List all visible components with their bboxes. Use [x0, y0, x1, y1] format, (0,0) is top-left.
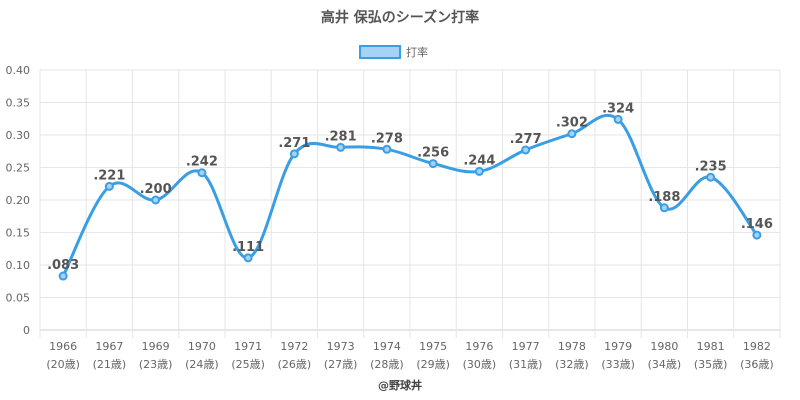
data-point[interactable] [474, 166, 484, 176]
x-tick-age-label: (24歳) [185, 358, 219, 371]
x-tick-label: 1966 [49, 340, 77, 353]
credit-text: @野球丼 [378, 378, 422, 392]
x-tick-label: 1978 [558, 340, 586, 353]
x-tick-label: 1976 [465, 340, 493, 353]
data-point[interactable] [613, 114, 623, 124]
data-label: .302 [556, 116, 588, 131]
data-label: .221 [93, 168, 125, 183]
x-axis: 1966 (20歳) 1967 (21歳) 1969 (23歳) 1970 (24歳) 1971… [46, 340, 773, 371]
x-tick-age-label: (30歳) [463, 358, 497, 371]
y-tick-label: 0.10 [6, 259, 31, 272]
data-point[interactable] [428, 159, 438, 169]
x-tick-label: 1977 [512, 340, 540, 353]
x-tick-age-label: (34歳) [648, 358, 682, 371]
legend-label: 打率 [406, 45, 428, 59]
data-labels: .083 .221 .200 .242 .111 .271 .281 .278 .256 .244… [47, 101, 773, 273]
data-label: .281 [325, 129, 357, 144]
data-label: .111 [232, 240, 264, 255]
data-point[interactable] [243, 253, 253, 263]
x-tick-age-label: (36歳) [740, 358, 774, 371]
data-label: .235 [695, 159, 727, 174]
y-tick-label: 0.15 [6, 227, 31, 240]
y-tick-label: 0.25 [6, 162, 31, 175]
data-points [58, 114, 762, 281]
x-tick-age-label: (32歳) [555, 358, 589, 371]
x-tick-label: 1972 [280, 340, 308, 353]
data-label: .146 [741, 217, 773, 232]
series-line-batting-average [61, 113, 759, 277]
x-tick-age-label: (20歳) [46, 358, 80, 371]
x-tick-label: 1971 [234, 340, 262, 353]
legend-swatch [359, 45, 401, 59]
data-point[interactable] [58, 271, 68, 281]
x-tick-age-label: (33歳) [601, 358, 635, 371]
x-tick-label: 1970 [188, 340, 216, 353]
data-label: .271 [278, 136, 310, 151]
x-tick-age-label: (23歳) [139, 358, 173, 371]
data-label: .188 [648, 190, 680, 205]
y-tick-label: 0.40 [6, 64, 31, 77]
y-tick-label: 0.30 [6, 129, 31, 142]
data-point[interactable] [289, 149, 299, 159]
x-tick-label: 1973 [327, 340, 355, 353]
data-label: .242 [186, 155, 218, 170]
chart-title: 高井 保弘のシーズン打率 [321, 9, 479, 26]
x-tick-age-label: (26歳) [278, 358, 312, 371]
x-tick-age-label: (28歳) [370, 358, 404, 371]
y-axis: 0 0.05 0.10 0.15 0.20 0.25 0.30 0.35 0.40 [6, 64, 31, 337]
x-tick-label: 1982 [743, 340, 771, 353]
data-point[interactable] [659, 203, 669, 213]
x-tick-age-label: (29歳) [416, 358, 450, 371]
x-tick-label: 1979 [604, 340, 632, 353]
y-tick-label: 0.05 [6, 292, 31, 305]
x-tick-age-label: (25歳) [231, 358, 265, 371]
data-point[interactable] [521, 145, 531, 155]
grid [39, 69, 781, 338]
x-tick-label: 1981 [697, 340, 725, 353]
data-point[interactable] [382, 144, 392, 154]
data-label: .324 [602, 101, 634, 116]
data-point[interactable] [567, 129, 577, 139]
data-label: .256 [417, 146, 449, 161]
y-tick-label: 0.20 [6, 194, 31, 207]
x-tick-label: 1975 [419, 340, 447, 353]
data-point[interactable] [151, 195, 161, 205]
data-point[interactable] [336, 142, 346, 152]
data-point[interactable] [752, 230, 762, 240]
x-tick-age-label: (35歳) [694, 358, 728, 371]
x-tick-age-label: (21歳) [93, 358, 127, 371]
data-point[interactable] [104, 181, 114, 191]
x-tick-label: 1967 [95, 340, 123, 353]
data-label: .200 [140, 182, 172, 197]
x-tick-label: 1969 [142, 340, 170, 353]
data-point[interactable] [197, 168, 207, 178]
data-label: .244 [463, 153, 495, 168]
data-label: .277 [510, 132, 542, 147]
data-label: .278 [371, 131, 403, 146]
legend[interactable]: 打率 [359, 45, 428, 59]
data-point[interactable] [706, 172, 716, 182]
x-tick-age-label: (27歳) [324, 358, 358, 371]
x-tick-label: 1980 [650, 340, 678, 353]
y-tick-label: 0.35 [6, 97, 31, 110]
x-tick-age-label: (31歳) [509, 358, 543, 371]
data-label: .083 [47, 258, 79, 273]
y-tick-label: 0 [23, 324, 30, 337]
x-tick-label: 1974 [373, 340, 401, 353]
